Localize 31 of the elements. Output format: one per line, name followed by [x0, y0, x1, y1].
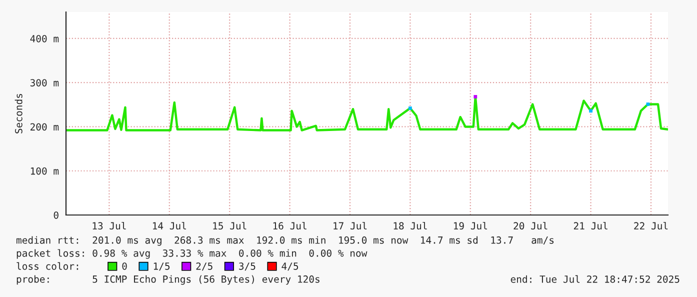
x-tick-label: 19 Jul	[454, 222, 487, 230]
y-tick-label: 300 m	[30, 79, 59, 86]
y-axis-title: Seconds	[14, 94, 22, 134]
text: probe: 5 ICMP Echo Pings (56 Bytes) every 120s	[16, 275, 320, 285]
legend-label: 2/5	[196, 262, 212, 271]
text: packet loss: 0.98 % avg 33.33 % max 0.00 % min 0.00 % now	[16, 249, 368, 259]
legend-title: loss color:	[16, 262, 78, 270]
legend-label: 0	[122, 262, 127, 270]
x-tick-label: 14 Jul	[152, 222, 186, 230]
x-tick-label: 17 Jul	[334, 222, 367, 230]
point	[408, 106, 412, 110]
y-tick-label: 200 m	[30, 123, 59, 131]
x-tick-label: 22 Jul	[634, 222, 668, 230]
x-tick-label: 16 Jul	[273, 222, 306, 230]
y-tick-label: 400 m	[30, 34, 59, 42]
legend-label: 1/5	[154, 262, 170, 271]
point	[646, 102, 650, 106]
y-tick-label: 100 m	[30, 167, 59, 175]
x-tick-label: 18 Jul	[394, 222, 427, 230]
x-tick-label: 13 Jul	[92, 222, 126, 230]
legend-label: 3/5	[239, 262, 256, 271]
point	[589, 109, 592, 113]
point	[474, 95, 478, 98]
text: median rtt: 201.0 ms avg 268.3 ms max 192.0 ms min 195.0 ms now 14.7 ms sd 13.7 am/s	[16, 236, 554, 246]
x-tick-label: 21 Jul	[574, 222, 608, 230]
legend-label: 4/5	[282, 262, 298, 271]
line-series	[66, 96, 668, 132]
text: end: Tue Jul 22 18:47:52 2025	[510, 275, 680, 283]
x-tick-label: 15 Jul	[213, 222, 246, 230]
x-tick-label: 20 Jul	[514, 222, 548, 230]
y-tick-label: 0	[54, 212, 58, 219]
